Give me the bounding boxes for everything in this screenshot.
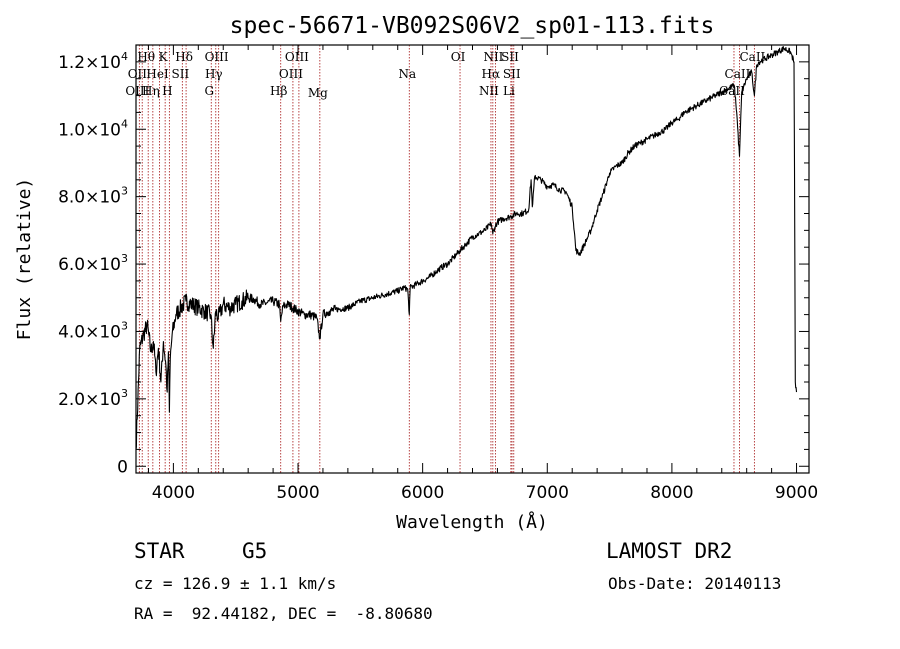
- x-tick-label: 9000: [775, 483, 818, 503]
- chart-title: spec-56671-VB092S06V2_sp01-113.fits: [230, 13, 715, 39]
- line-label: OII: [128, 67, 148, 81]
- line-label: SII: [503, 67, 521, 81]
- x-tick-label: 5000: [276, 483, 319, 503]
- line-label: K: [159, 50, 169, 64]
- line-label: Hα: [482, 67, 501, 81]
- plot-frame: [135, 44, 810, 474]
- line-label: OI: [451, 50, 466, 64]
- line-label: SII: [501, 50, 519, 64]
- line-label: H: [162, 84, 172, 98]
- x-tick-label: 4000: [152, 483, 195, 503]
- y-tick-label: 6.0×103: [58, 252, 128, 275]
- y-tick-label: 8.0×103: [58, 185, 128, 208]
- observation-date: Obs-Date: 20140113: [608, 574, 782, 593]
- spectral-line-markers: [138, 45, 755, 473]
- coordinates: RA = 92.44182, DEC = -8.80680: [134, 604, 433, 623]
- line-label: Hβ: [270, 84, 287, 98]
- line-label: Mg: [308, 86, 328, 100]
- line-label: OIII: [125, 84, 149, 98]
- object-subclass: G5: [242, 539, 268, 563]
- object-class: STAR: [134, 539, 185, 563]
- line-label: G: [204, 84, 214, 98]
- x-axis-ticks: 4000 5000 6000 7000 8000 9000: [147, 45, 818, 503]
- line-label: NII: [483, 50, 503, 64]
- x-axis-label: Wavelength (Å): [396, 511, 548, 533]
- line-label: Hγ: [205, 67, 223, 81]
- line-label: OIII: [279, 67, 303, 81]
- line-label: OIII: [285, 50, 309, 64]
- x-tick-label: 8000: [650, 483, 693, 503]
- line-label: NII: [479, 84, 499, 98]
- line-label: Li: [503, 84, 515, 98]
- line-label: Hθ: [137, 50, 155, 64]
- line-label: CaII: [739, 50, 765, 64]
- line-label: HeI: [146, 67, 169, 81]
- y-tick-label: 1.2×104: [58, 50, 128, 73]
- y-axis-label: Flux (relative): [14, 178, 35, 341]
- x-tick-label: 7000: [526, 483, 569, 503]
- line-label: CaII: [719, 84, 745, 98]
- line-label: Na: [398, 67, 416, 81]
- line-label: OIII: [205, 50, 229, 64]
- redshift-velocity: cz = 126.9 ± 1.1 km/s: [134, 574, 337, 593]
- x-tick-label: 6000: [401, 483, 444, 503]
- y-tick-label: 4.0×103: [58, 319, 128, 342]
- y-axis-ticks: 0 2.0×103 4.0×103 6.0×103 8.0×103 1.0×104 1.2×…: [58, 44, 809, 477]
- line-label: SII: [172, 67, 190, 81]
- y-tick-label: 1.0×104: [58, 117, 128, 140]
- y-tick-label: 0: [117, 457, 128, 477]
- survey-name: LAMOST DR2: [606, 539, 733, 563]
- spectrum-line: [135, 45, 798, 450]
- line-label: CaII: [725, 67, 751, 81]
- line-label: Hδ: [175, 50, 193, 64]
- y-tick-label: 2.0×103: [58, 387, 128, 410]
- line-label: Hη: [142, 84, 160, 98]
